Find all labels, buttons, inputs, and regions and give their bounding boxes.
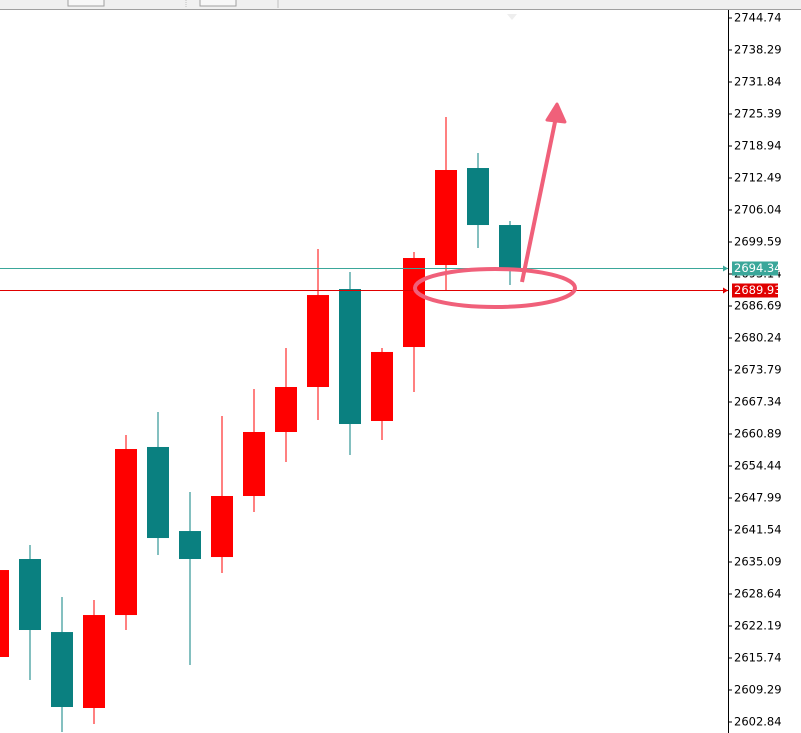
candle-body	[243, 432, 265, 497]
candle-body	[83, 615, 105, 708]
y-tick-label: 2641.54	[734, 522, 782, 536]
plot-area	[0, 117, 728, 733]
arrow-shaft	[520, 121, 557, 283]
y-tick-label: 2718.94	[734, 138, 782, 152]
price-label: 2689.93	[734, 283, 782, 297]
y-tick-label: 2654.44	[734, 458, 782, 472]
y-tick-label: 2622.19	[734, 618, 782, 632]
y-tick-label: 2712.49	[734, 170, 782, 184]
annotations	[413, 14, 577, 309]
candle-body	[179, 531, 201, 560]
candle-body	[275, 387, 297, 433]
price-marker	[723, 265, 728, 272]
candle-body	[307, 295, 329, 388]
candle-body	[339, 289, 361, 425]
price-label-box	[732, 283, 778, 298]
toolbar	[0, 0, 801, 9]
toolbar-button[interactable]	[199, 0, 237, 7]
price-marker	[723, 287, 728, 294]
y-tick-label: 2628.64	[734, 586, 782, 600]
y-tick-label: 2667.34	[734, 394, 782, 408]
candle-body	[371, 351, 393, 421]
candle-body	[467, 168, 489, 226]
candle-body	[211, 496, 233, 558]
candle-body	[403, 258, 425, 348]
y-tick-label: 2647.99	[734, 490, 782, 504]
candle-body	[0, 570, 9, 657]
candle-body	[147, 446, 169, 539]
y-tick-label: 2699.59	[734, 234, 782, 248]
candle-body	[19, 559, 41, 631]
price-label: 2694.34	[734, 261, 782, 275]
y-tick-label: 2660.89	[734, 426, 782, 440]
y-tick-label: 2744.74	[734, 10, 782, 24]
y-tick-label: 2635.09	[734, 554, 782, 568]
y-tick-label: 2673.79	[734, 362, 782, 376]
arrow-head	[545, 102, 567, 124]
candle-body	[435, 169, 457, 266]
y-tick-label: 2680.24	[734, 330, 782, 344]
toolbar-button[interactable]	[67, 0, 105, 7]
y-tick-label: 2738.29	[734, 42, 782, 56]
y-tick-label: 2731.84	[734, 74, 782, 88]
y-tick-label: 2615.74	[734, 650, 782, 664]
candle-body	[51, 632, 73, 708]
price-label-box	[732, 261, 778, 276]
axis-labels: 2744.74 2738.29 2731.84 2725.39 2718.94 2712.…	[723, 10, 782, 728]
highlight-ellipse	[413, 267, 577, 309]
scroll-marker	[507, 14, 517, 20]
y-tick-label: 2725.39	[734, 106, 782, 120]
y-tick-label: 2686.69	[734, 298, 782, 312]
y-tick-label: 2602.84	[734, 714, 782, 728]
candle-body	[499, 225, 521, 269]
candle-body	[115, 449, 137, 616]
y-tick-label: 2609.29	[734, 682, 782, 696]
y-tick-label: 2706.04	[734, 202, 782, 216]
